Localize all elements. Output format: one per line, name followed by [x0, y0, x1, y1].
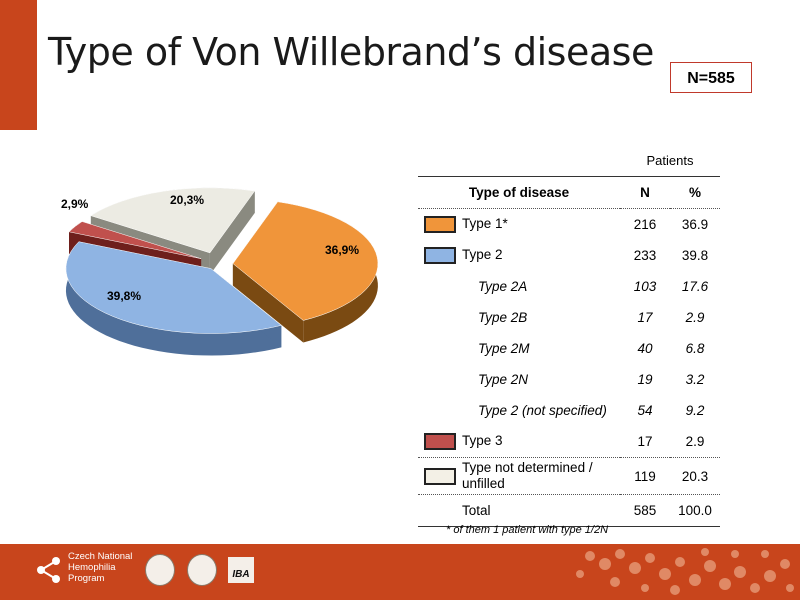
row-label: Type 1* — [462, 216, 508, 232]
row-n-cell: 40 — [637, 341, 653, 356]
header-row: Type of disease N % — [418, 176, 720, 209]
total-row: Total 585 100.0 — [418, 494, 720, 527]
table-row: Type 2M 40 6.8 — [418, 333, 720, 364]
row-name-cell: Type 2N — [418, 364, 620, 395]
iba-logo: IBA — [228, 557, 254, 583]
pie-slice-cut — [209, 191, 255, 275]
legend-swatch — [424, 433, 456, 450]
row-name-cell: Type 2B — [418, 302, 620, 333]
row-pct-cell: 9.2 — [685, 403, 705, 418]
pie-chart: 36,9% 39,8% 2,9% 20,3% — [61, 187, 379, 356]
row-label: Type 2 — [462, 247, 503, 263]
patients-group-row: Patients — [418, 145, 720, 177]
pie-slice-label: 39,8% — [107, 289, 141, 303]
org-line-3: Program — [68, 573, 105, 584]
row-label: Type not determined / unfilled — [462, 460, 593, 491]
table-row: Type 3 17 2.9 — [418, 426, 720, 458]
org-line-1: Czech National — [68, 551, 133, 562]
sample-size-badge: N=585 — [670, 62, 752, 93]
row-n-cell: 17 — [637, 310, 653, 325]
row-label: Type 2M — [478, 341, 530, 356]
row-name-cell: Type 2 — [418, 240, 620, 271]
table-row: Type 2N 19 3.2 — [418, 364, 720, 395]
row-name-cell: Type 2 (not specified) — [418, 395, 620, 426]
pie-slice — [68, 221, 202, 259]
patients-header: Patients — [620, 145, 720, 177]
table-row: Type 2B 17 2.9 — [418, 302, 720, 333]
total-label: Total — [418, 494, 620, 527]
table-row: Type not determined / unfilled 119 20.3 — [418, 457, 720, 495]
pie-slice-cut — [232, 263, 304, 343]
footnote: * of them 1 patient with type 1/2N — [446, 524, 609, 536]
disease-type-table: Patients Type of disease N % Type 1* 216 3… — [418, 145, 720, 527]
row-pct-cell: 20.3 — [670, 457, 720, 495]
pie-slice-side — [65, 241, 282, 356]
pct-header: % — [670, 176, 720, 209]
row-pct-cell: 17.6 — [681, 279, 709, 294]
row-pct-cell: 2.9 — [685, 310, 705, 325]
row-name-cell: Type 2M — [418, 333, 620, 364]
row-pct-cell: 3.2 — [685, 372, 705, 387]
row-n-cell: 17 — [620, 426, 670, 458]
type-of-disease-header: Type of disease — [418, 176, 620, 209]
row-n-cell: 103 — [633, 279, 657, 294]
row-pct-cell: 39.8 — [681, 248, 709, 263]
row-name-cell: Type 3 — [418, 426, 620, 458]
total-n: 585 — [620, 494, 670, 527]
table-row: Type 2 (not specified) 54 9.2 — [418, 395, 720, 426]
row-label: Type 2 (not specified) — [478, 403, 607, 418]
row-n-cell: 119 — [620, 457, 670, 495]
pie-slice — [90, 187, 256, 254]
pie-slice — [65, 241, 282, 334]
legend-swatch — [424, 247, 456, 264]
row-n-cell: 233 — [633, 248, 657, 263]
legend-swatch — [424, 467, 456, 485]
row-name-cell: Type 2A — [418, 271, 620, 302]
row-label: Type 2A — [478, 279, 528, 294]
society-emblem-icon — [187, 554, 217, 586]
pie-slice-label: 20,3% — [170, 193, 204, 207]
row-pct-cell: 2.9 — [670, 426, 720, 458]
pie-slice — [232, 201, 379, 321]
legend-swatch — [424, 216, 456, 233]
total-label-text: Total — [462, 503, 491, 518]
pie-slice-label: 2,9% — [61, 197, 89, 211]
row-n-cell: 19 — [637, 372, 653, 387]
row-label: Type 3 — [462, 433, 503, 449]
row-n-cell: 54 — [637, 403, 653, 418]
accent-bar — [0, 0, 37, 130]
table-row: Type 1* 216 36.9 — [418, 209, 720, 241]
university-emblem-icon — [145, 554, 175, 586]
row-pct-cell: 6.8 — [685, 341, 705, 356]
total-pct: 100.0 — [670, 494, 720, 527]
row-name-cell: Type not determined / unfilled — [418, 457, 620, 495]
org-line-2: Hemophilia — [68, 562, 116, 573]
table-row: Type 2A 103 17.6 — [418, 271, 720, 302]
row-n-cell: 216 — [633, 217, 657, 232]
row-label: Type 2N — [478, 372, 529, 387]
slide-title: Type of Von Willebrand’s disease — [48, 30, 654, 74]
network-logo-icon — [37, 557, 60, 583]
dots-decoration — [576, 548, 794, 595]
pie-slice-label: 36,9% — [325, 243, 359, 257]
row-label: Type 2B — [478, 310, 528, 325]
table-row: Type 2 233 39.8 — [418, 240, 720, 271]
row-pct-cell: 36.9 — [681, 217, 709, 232]
org-name: Czech National Hemophilia Program — [68, 551, 132, 584]
n-header: N — [620, 176, 670, 209]
row-name-cell: Type 1* — [418, 209, 620, 241]
footer-bar: Czech National Hemophilia Program IBA — [0, 544, 800, 600]
